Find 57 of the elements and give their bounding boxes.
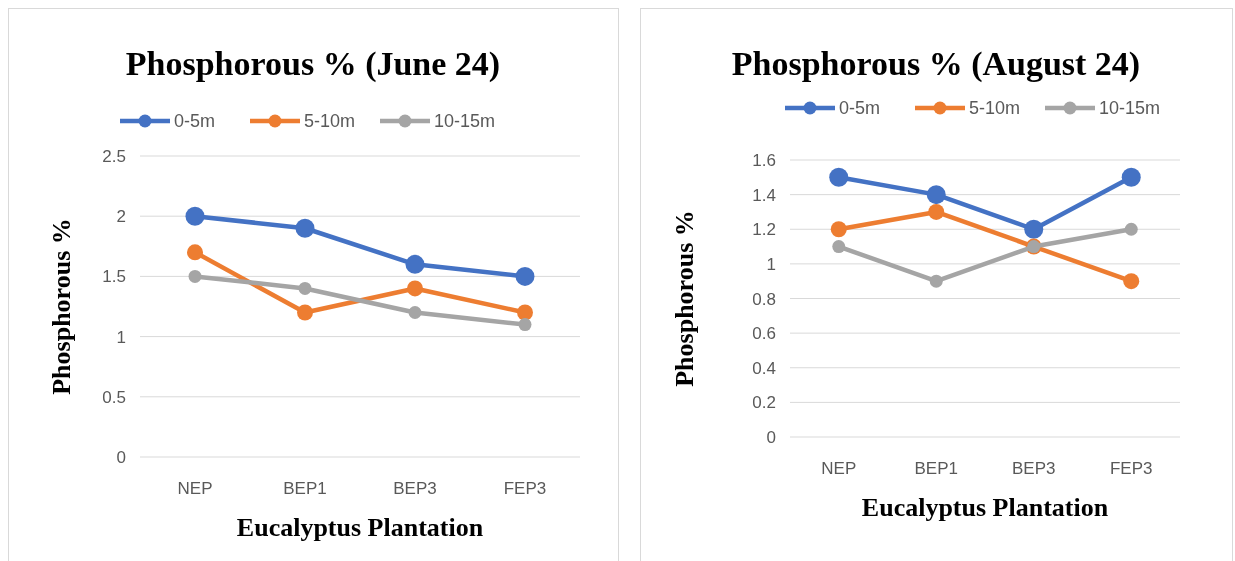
legend-label: 5-10m xyxy=(969,98,1021,118)
point xyxy=(926,185,946,205)
point xyxy=(1121,167,1141,187)
y-tick-label: 0 xyxy=(116,448,126,467)
x-axis-title: Eucalyptus Plantation xyxy=(861,493,1109,522)
y-tick-label: 0.8 xyxy=(752,289,776,309)
x-tick-label: NEP xyxy=(821,459,857,478)
x-tick-label: BEP1 xyxy=(283,479,327,498)
point xyxy=(407,280,423,297)
point xyxy=(517,304,533,321)
point xyxy=(298,281,312,295)
chart-title: Phosphorous % (June 24) xyxy=(125,45,501,83)
legend-label: 0-5m xyxy=(174,111,216,131)
point xyxy=(185,206,205,226)
y-tick-label: 0.5 xyxy=(102,387,126,407)
point xyxy=(1123,273,1140,290)
point xyxy=(830,221,847,238)
y-tick-label: 1.4 xyxy=(752,185,776,205)
point xyxy=(929,274,943,288)
point xyxy=(515,266,535,286)
chart-title: Phosphorous % (August 24) xyxy=(731,45,1141,83)
x-tick-label: FEP3 xyxy=(503,479,547,498)
x-tick-label: BEP3 xyxy=(393,479,437,498)
y-tick-label: 0 xyxy=(766,428,776,447)
point xyxy=(1024,219,1044,239)
x-tick-label: NEP xyxy=(177,479,213,498)
legend-label: 10-15m xyxy=(1099,98,1161,118)
point xyxy=(188,269,202,283)
x-tick-label: BEP3 xyxy=(1012,459,1056,478)
point xyxy=(297,304,313,321)
y-tick-label: 1 xyxy=(766,254,776,274)
point xyxy=(829,167,849,187)
y-tick-label: 1.6 xyxy=(752,151,776,170)
legend-label: 0-5m xyxy=(839,98,881,118)
y-tick-label: 0.4 xyxy=(752,358,776,378)
x-tick-label: BEP1 xyxy=(914,459,958,478)
point xyxy=(405,254,425,274)
point xyxy=(408,306,422,320)
y-tick-label: 0.2 xyxy=(752,393,776,413)
y-axis-title: Phosphorous % xyxy=(47,218,76,395)
point xyxy=(928,203,945,220)
point xyxy=(518,318,532,332)
y-axis-title: Phosphorous % xyxy=(670,210,699,387)
y-tick-label: 0.6 xyxy=(752,324,776,344)
point xyxy=(832,240,846,254)
point xyxy=(187,244,203,261)
point xyxy=(1124,222,1138,236)
y-tick-label: 1.5 xyxy=(102,267,126,287)
y-tick-label: 1 xyxy=(116,327,126,347)
y-tick-label: 1.2 xyxy=(752,220,776,240)
point xyxy=(295,218,315,238)
x-axis-title: Eucalyptus Plantation xyxy=(236,513,484,542)
x-tick-label: FEP3 xyxy=(1109,459,1153,478)
legend-label: 5-10m xyxy=(304,111,356,131)
legend-label: 10-15m xyxy=(434,111,496,131)
y-tick-label: 2.5 xyxy=(102,147,126,166)
y-tick-label: 2 xyxy=(116,207,126,227)
